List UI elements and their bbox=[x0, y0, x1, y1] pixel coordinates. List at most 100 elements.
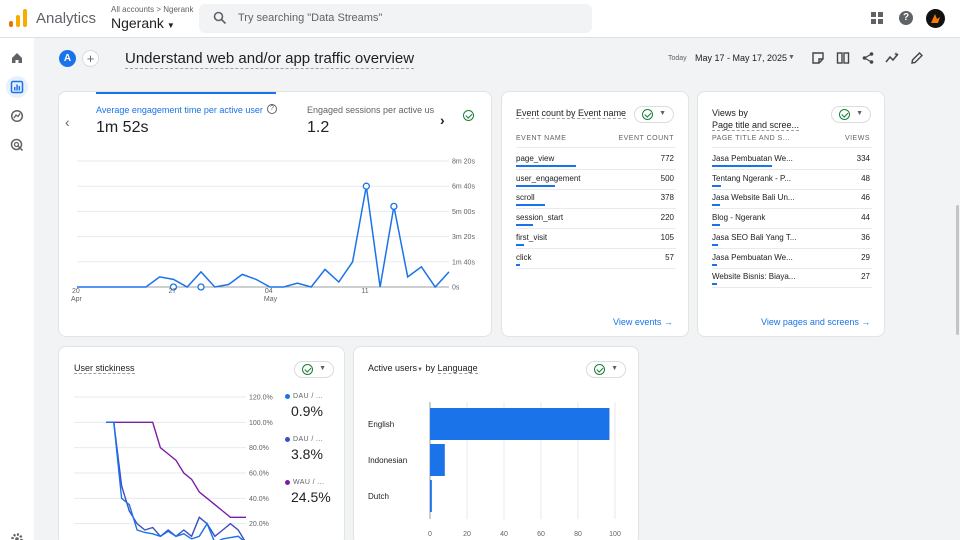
nav-advertising[interactable] bbox=[6, 134, 28, 156]
table-row-name[interactable]: page_view bbox=[516, 154, 555, 163]
y-tick-label: 0s bbox=[452, 285, 460, 292]
info-icon[interactable]: ? bbox=[267, 104, 277, 114]
legend-label[interactable]: DAU / ... bbox=[293, 436, 324, 443]
table-row-value: 48 bbox=[861, 173, 870, 183]
y-tick-label: 8m 20s bbox=[452, 159, 475, 166]
nav-home[interactable] bbox=[6, 47, 28, 69]
view-events-link[interactable]: View events → bbox=[613, 317, 673, 327]
language-title-by: by bbox=[425, 363, 436, 373]
comparison-chip-all-users[interactable]: A bbox=[59, 50, 76, 67]
view-pages-link[interactable]: View pages and screens → bbox=[761, 317, 870, 327]
col-header-views[interactable]: VIEWS bbox=[844, 135, 870, 142]
search-input[interactable]: Try searching "Data Streams" bbox=[199, 4, 592, 33]
bar[interactable] bbox=[430, 408, 610, 440]
x-tick-label: 40 bbox=[500, 531, 508, 538]
language-metric-label[interactable]: Active users bbox=[368, 363, 418, 373]
table-row-bar bbox=[712, 165, 772, 167]
check-dropdown[interactable]: ▼ bbox=[634, 106, 674, 123]
avatar[interactable] bbox=[926, 9, 945, 28]
chevron-down-icon[interactable]: ▼ bbox=[788, 54, 795, 61]
table-row-name[interactable]: Tentang Ngerank - P... bbox=[712, 173, 792, 183]
data-point[interactable] bbox=[169, 283, 178, 291]
series-line[interactable] bbox=[106, 421, 246, 540]
table-row-name[interactable]: first_visit bbox=[516, 232, 548, 242]
legend-label[interactable]: WAU / ... bbox=[293, 479, 325, 486]
table-row-name[interactable]: Jasa Pembuatan We... bbox=[712, 252, 793, 262]
table-row-value: 44 bbox=[861, 213, 870, 223]
table-row-name[interactable]: click bbox=[516, 252, 532, 262]
breadcrumb[interactable]: All accounts > Ngerank bbox=[111, 5, 194, 14]
table-row-name[interactable]: session_start bbox=[516, 213, 564, 223]
table-row-name[interactable]: Jasa Website Bali Un... bbox=[712, 193, 795, 203]
next-metric-icon[interactable]: › bbox=[440, 112, 445, 128]
apps-grid-icon[interactable] bbox=[871, 12, 883, 24]
help-icon[interactable]: ? bbox=[899, 11, 913, 25]
reports-icon bbox=[10, 80, 24, 94]
check-icon bbox=[594, 364, 605, 375]
check-dropdown[interactable]: ▼ bbox=[586, 361, 626, 378]
check-dropdown[interactable]: ▼ bbox=[831, 106, 871, 123]
series-line[interactable] bbox=[77, 186, 450, 289]
edit-pencil-icon[interactable] bbox=[910, 51, 924, 65]
col-header-event-name[interactable]: EVENT NAME bbox=[516, 135, 567, 142]
nav-explore[interactable] bbox=[6, 105, 28, 127]
table-row-bar bbox=[516, 243, 525, 246]
app-name[interactable]: Analytics bbox=[36, 10, 97, 27]
pages-card-title-dimension[interactable]: Page title and scree... bbox=[712, 120, 800, 131]
compare-icon[interactable] bbox=[836, 51, 850, 65]
edit-comparisons-icon[interactable] bbox=[811, 51, 825, 65]
account-selector[interactable]: Ngerank ▼ bbox=[111, 15, 175, 31]
series-line[interactable] bbox=[106, 421, 246, 518]
check-icon[interactable] bbox=[463, 110, 474, 121]
bar[interactable] bbox=[430, 444, 445, 476]
check-dropdown[interactable]: ▼ bbox=[294, 361, 334, 378]
language-bar-chart[interactable]: 0 20 40 60 80 100 English Indonesian Dutch bbox=[354, 347, 640, 540]
x-tick-label: 80 bbox=[574, 531, 582, 538]
language-dimension-label[interactable]: Language bbox=[437, 363, 478, 374]
x-tick-label: 0 bbox=[428, 531, 432, 538]
divider bbox=[516, 188, 676, 190]
page-scrollbar[interactable] bbox=[956, 205, 959, 335]
table-row-name[interactable]: Jasa SEO Bali Yang T... bbox=[712, 232, 797, 242]
table-row-value: 29 bbox=[861, 252, 870, 262]
date-range-picker[interactable]: May 17 - May 17, 2025 bbox=[695, 53, 788, 63]
table-row-name[interactable]: scroll bbox=[516, 193, 535, 203]
divider bbox=[712, 228, 872, 230]
prev-metric-icon[interactable]: ‹ bbox=[65, 114, 70, 130]
analytics-logo-icon[interactable] bbox=[9, 9, 27, 27]
nav-admin[interactable] bbox=[6, 528, 28, 540]
bar[interactable] bbox=[430, 480, 432, 512]
col-header-page-title[interactable]: PAGE TITLE AND S... bbox=[712, 135, 791, 142]
today-label: Today bbox=[668, 55, 687, 62]
data-point[interactable] bbox=[197, 283, 205, 291]
check-icon bbox=[839, 109, 850, 120]
nav-reports[interactable] bbox=[6, 76, 28, 98]
x-tick-label: 100 bbox=[609, 531, 621, 538]
insights-icon[interactable] bbox=[885, 51, 899, 65]
table-row-name[interactable]: user_engagement bbox=[516, 173, 581, 183]
stickiness-card-title[interactable]: User stickiness bbox=[74, 363, 135, 374]
metric-value-engaged-sessions: 1.2 bbox=[307, 119, 330, 136]
events-card-title[interactable]: Event count by Event name bbox=[516, 108, 627, 119]
data-point[interactable] bbox=[362, 182, 370, 190]
chevron-down-icon: ▼ bbox=[319, 365, 326, 372]
data-point[interactable] bbox=[390, 202, 398, 211]
metric-tab-avg-engagement[interactable]: Average engagement time per active user bbox=[96, 105, 263, 115]
target-icon bbox=[10, 138, 24, 152]
divider bbox=[712, 267, 872, 269]
divider bbox=[712, 169, 872, 170]
chevron-down-icon[interactable]: ▼ bbox=[417, 367, 423, 373]
table-row-name[interactable]: Website Bisnis: Biaya... bbox=[712, 272, 796, 282]
add-comparison-button[interactable]: + bbox=[82, 50, 99, 67]
col-header-event-count[interactable]: EVENT COUNT bbox=[618, 135, 674, 142]
series-line[interactable] bbox=[106, 421, 246, 540]
legend-value: 0.9% bbox=[291, 403, 323, 419]
view-events-label: View events bbox=[613, 317, 662, 327]
table-row-name[interactable]: Blog - Ngerank bbox=[712, 213, 766, 223]
table-row-name[interactable]: Jasa Pembuatan We... bbox=[712, 154, 793, 163]
legend-label[interactable]: DAU / ... bbox=[293, 393, 324, 400]
metric-tab-engaged-sessions[interactable]: Engaged sessions per active user bbox=[307, 105, 434, 115]
stickiness-line-chart[interactable]: 120.0% 100.0% 80.0% 60.0% 40.0% 20.0% bbox=[59, 347, 346, 540]
share-icon[interactable] bbox=[861, 51, 875, 65]
